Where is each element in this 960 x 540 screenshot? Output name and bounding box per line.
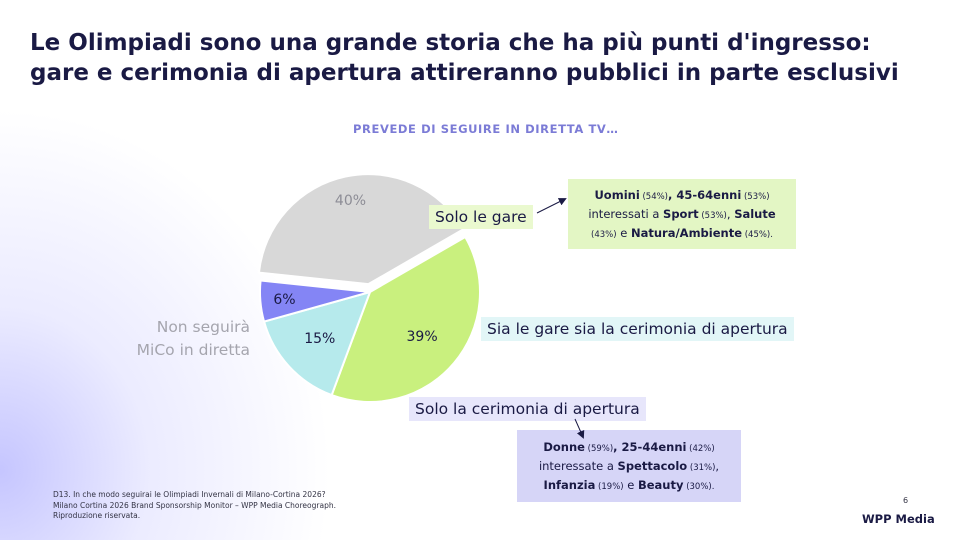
callout-text: (45%). xyxy=(742,230,773,240)
footnote-rights: Riproduzione riservata. xyxy=(53,511,141,520)
callout-text: , xyxy=(726,207,735,221)
callout-text: (53%) xyxy=(741,192,770,202)
arrow-to-callout-green xyxy=(536,198,567,214)
page-title: Le Olimpiadi sono una grande storia che … xyxy=(30,30,899,86)
callout-text: , xyxy=(613,440,622,454)
pct-solo-gare: 39% xyxy=(407,329,438,345)
slice-non-seguira xyxy=(257,173,465,286)
page-number: 6 xyxy=(903,496,909,505)
callout-text: Beauty xyxy=(637,478,684,492)
footnote-question: D13. In che modo seguirai le Olimpiadi I… xyxy=(53,490,326,499)
wpp-media-logo: WPP Media xyxy=(862,512,935,526)
callout-solo-cerimonia: Donne (59%), 25-44enni (42%) interessate… xyxy=(517,430,741,502)
callout-text: (59%) xyxy=(584,444,614,454)
callout-line: interessate a Spettacolo (31%), xyxy=(523,458,735,477)
callout-line: Infanzia (19%) e Beauty (30%). xyxy=(523,477,735,496)
pct-gare-e-cerimonia: 15% xyxy=(304,331,335,347)
slice-solo-gare xyxy=(330,235,481,403)
callout-text: Infanzia xyxy=(543,478,596,492)
slice-solo-cerimonia xyxy=(259,279,371,323)
callout-text: (42%) xyxy=(686,444,715,454)
callout-text: (53%) xyxy=(698,211,727,221)
callout-text: interessati a xyxy=(588,207,664,221)
callout-text: Salute xyxy=(734,207,776,221)
callout-solo-gare: Uomini (54%), 45-64enni (53%) interessat… xyxy=(568,179,796,249)
label-solo-cerimonia: Solo la cerimonia di apertura xyxy=(409,397,646,421)
callout-text: (54%) xyxy=(639,192,668,202)
pct-solo-cerimonia: 6% xyxy=(273,292,295,308)
callout-text: Uomini xyxy=(594,188,640,202)
callout-text: (31%) xyxy=(687,463,716,473)
callout-text: 45-64enni xyxy=(676,188,742,202)
callout-text: e xyxy=(616,226,631,240)
callout-text: (30%). xyxy=(683,482,715,492)
callout-line: Uomini (54%), 45-64enni (53%) xyxy=(574,187,790,206)
slice-gare-e-cerimonia xyxy=(262,290,372,397)
callout-line: Donne (59%), 25-44enni (42%) xyxy=(523,439,735,458)
footnote: D13. In che modo seguirai le Olimpiadi I… xyxy=(53,490,336,522)
callout-text: interessate a xyxy=(538,459,618,473)
callout-text: (43%) xyxy=(591,230,617,240)
callout-text: Natura/Ambiente xyxy=(630,226,743,240)
callout-text: , xyxy=(668,188,677,202)
callout-line: interessati a Sport (53%), Salute xyxy=(574,206,790,225)
footnote-source: Milano Cortina 2026 Brand Sponsorship Mo… xyxy=(53,500,336,510)
arrow-to-callout-purple xyxy=(574,418,585,439)
callout-text: , xyxy=(715,459,720,473)
callout-text: 25-44enni xyxy=(621,440,687,454)
label-non-seguira: Non seguirà MiCo in diretta xyxy=(136,318,250,359)
pct-non-seguira: 40% xyxy=(335,193,366,209)
callout-text: e xyxy=(623,478,638,492)
callout-text: Donne xyxy=(543,440,585,454)
chart-title: PREVEDE DI SEGUIRE IN DIRETTA TV… xyxy=(353,122,619,136)
callout-text: Spettacolo xyxy=(617,459,688,473)
label-solo-gare: Solo le gare xyxy=(429,205,533,229)
label-gare-e-cerimonia: Sia le gare sia la cerimonia di apertura xyxy=(481,317,794,341)
callout-line: (43%) e Natura/Ambiente (45%). xyxy=(574,225,790,244)
callout-text: (19%) xyxy=(595,482,624,492)
callout-text: Sport xyxy=(663,207,699,221)
